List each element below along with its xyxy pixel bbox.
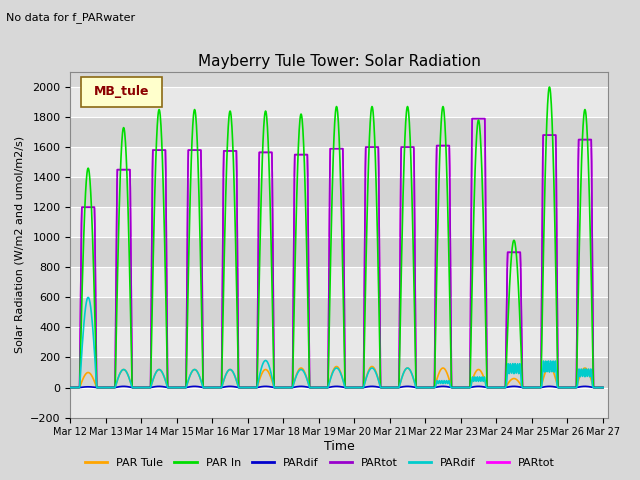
Legend: PAR Tule, PAR In, PARdif, PARtot, PARdif, PARtot: PAR Tule, PAR In, PARdif, PARtot, PARdif… <box>81 453 559 472</box>
Bar <box>70 237 608 267</box>
Bar <box>70 147 608 177</box>
Bar <box>70 387 608 418</box>
Text: No data for f_PARwater: No data for f_PARwater <box>6 12 136 23</box>
Text: MB_tule: MB_tule <box>93 85 149 98</box>
Bar <box>70 117 608 147</box>
Bar <box>70 87 608 117</box>
X-axis label: Time: Time <box>324 440 355 453</box>
FancyBboxPatch shape <box>81 77 162 107</box>
Title: Mayberry Tule Tower: Solar Radiation: Mayberry Tule Tower: Solar Radiation <box>198 54 481 70</box>
Bar <box>70 358 608 387</box>
Bar <box>70 327 608 358</box>
Bar <box>70 177 608 207</box>
Bar <box>70 298 608 327</box>
Y-axis label: Solar Radiation (W/m2 and umol/m2/s): Solar Radiation (W/m2 and umol/m2/s) <box>15 136 24 353</box>
Bar <box>70 267 608 298</box>
Bar <box>70 207 608 237</box>
